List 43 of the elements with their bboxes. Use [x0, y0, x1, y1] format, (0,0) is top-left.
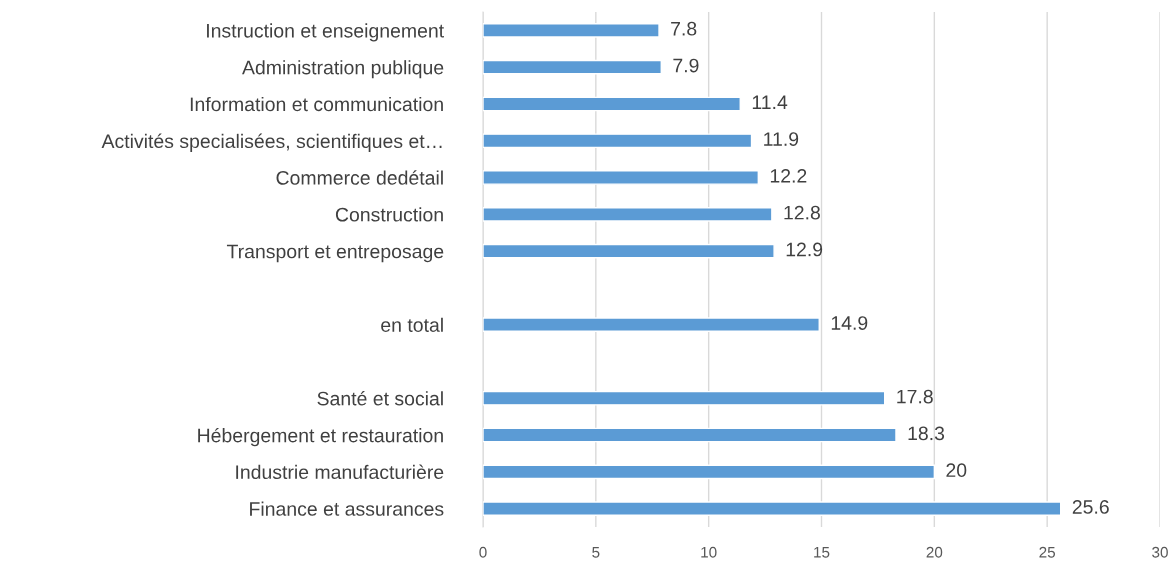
y-tick-label: Information et communication [190, 96, 443, 112]
bar [483, 133, 753, 149]
data-label: 12.8 [784, 205, 820, 220]
data-label: 11.4 [752, 95, 788, 109]
data-label: 12.9 [786, 242, 823, 257]
bar [483, 59, 662, 75]
data-label: 25.6 [1072, 500, 1109, 514]
y-tick-label: Industrie manufacturière [236, 464, 444, 480]
y-tick-label: Santé et social [317, 390, 443, 406]
data-label: 12.2 [770, 168, 807, 183]
y-tick-label: Activités specialisées, scientifiques et… [101, 133, 442, 152]
bar [483, 207, 773, 222]
bar [483, 23, 660, 38]
data-label: 17.8 [897, 389, 933, 404]
y-tick-label: Instruction et enseignement [207, 23, 444, 42]
bar [483, 390, 886, 406]
x-tick-label: 15 [814, 547, 830, 558]
data-label: 7.8 [671, 21, 697, 36]
x-tick-label: 5 [592, 547, 600, 558]
y-tick-label: Commerce dedétail [276, 170, 443, 185]
data-label: 20 [946, 463, 967, 478]
bar [483, 317, 820, 332]
x-tick-label: 10 [701, 546, 717, 558]
x-tick-label: 25 [1039, 546, 1056, 558]
x-tick-label: 30 [1152, 546, 1168, 558]
bar [483, 427, 897, 443]
data-label: 7.9 [673, 58, 699, 73]
x-tick-label: 20 [926, 546, 943, 558]
data-label: 11.9 [764, 132, 799, 146]
bar [483, 501, 1062, 516]
y-tick-label: en total [381, 317, 443, 332]
y-tick-label: Finance et assurances [250, 501, 444, 516]
y-tick-label: Construction [335, 207, 443, 222]
y-tick-label: Administration publique [242, 60, 444, 79]
bar [483, 464, 936, 480]
bar [483, 243, 775, 259]
x-tick-label: 0 [479, 546, 487, 558]
bar [483, 96, 741, 112]
y-tick-label: Transport et entreposage [226, 244, 444, 263]
y-tick-label: Hébergement et restauration [198, 427, 443, 447]
bar [483, 170, 760, 185]
data-label: 14.9 [831, 316, 868, 330]
data-label: 18.3 [908, 426, 945, 441]
